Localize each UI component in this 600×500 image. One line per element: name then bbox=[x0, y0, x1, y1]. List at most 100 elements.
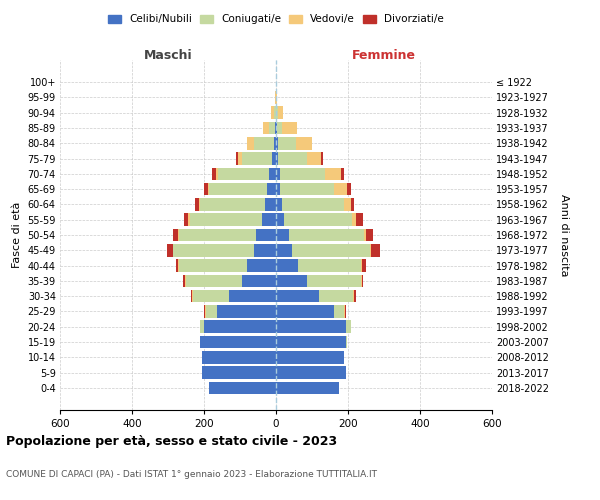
Bar bbox=[296, 137, 312, 149]
Bar bbox=[209, 183, 267, 196]
Bar bbox=[215, 168, 218, 180]
Bar bbox=[280, 168, 325, 180]
Bar bbox=[267, 183, 276, 196]
Bar bbox=[254, 244, 276, 256]
Bar bbox=[274, 137, 276, 149]
Bar bbox=[204, 183, 208, 196]
Bar bbox=[344, 305, 345, 318]
Bar bbox=[199, 198, 200, 210]
Bar bbox=[271, 106, 274, 119]
Bar bbox=[346, 320, 350, 333]
Bar bbox=[173, 228, 178, 241]
Bar bbox=[341, 168, 344, 180]
Bar bbox=[276, 168, 280, 180]
Bar bbox=[262, 214, 276, 226]
Bar bbox=[275, 122, 276, 134]
Bar bbox=[276, 336, 346, 348]
Bar bbox=[276, 137, 278, 149]
Bar bbox=[289, 228, 364, 241]
Bar bbox=[272, 152, 276, 165]
Bar bbox=[334, 305, 344, 318]
Bar bbox=[247, 137, 254, 149]
Bar bbox=[276, 290, 319, 302]
Bar bbox=[276, 198, 283, 210]
Bar bbox=[366, 228, 373, 241]
Bar bbox=[254, 137, 274, 149]
Bar bbox=[176, 260, 178, 272]
Bar bbox=[321, 152, 323, 165]
Bar bbox=[202, 366, 276, 379]
Bar bbox=[212, 168, 215, 180]
Bar bbox=[184, 274, 185, 287]
Bar bbox=[276, 214, 284, 226]
Bar bbox=[307, 152, 321, 165]
Bar bbox=[276, 382, 339, 394]
Bar bbox=[179, 228, 256, 241]
Bar bbox=[325, 168, 341, 180]
Legend: Celibi/Nubili, Coniugati/e, Vedovi/e, Divorziati/e: Celibi/Nubili, Coniugati/e, Vedovi/e, Di… bbox=[104, 10, 448, 29]
Bar bbox=[265, 198, 276, 210]
Bar bbox=[276, 183, 280, 196]
Bar bbox=[184, 214, 188, 226]
Y-axis label: Fasce di età: Fasce di età bbox=[12, 202, 22, 268]
Bar bbox=[344, 198, 351, 210]
Bar bbox=[352, 214, 356, 226]
Y-axis label: Anni di nascita: Anni di nascita bbox=[559, 194, 569, 276]
Bar bbox=[276, 320, 346, 333]
Bar bbox=[276, 244, 292, 256]
Bar bbox=[218, 168, 269, 180]
Bar bbox=[179, 260, 247, 272]
Bar bbox=[370, 244, 371, 256]
Bar bbox=[173, 244, 254, 256]
Bar bbox=[178, 228, 179, 241]
Bar bbox=[298, 260, 361, 272]
Bar bbox=[206, 305, 217, 318]
Bar bbox=[200, 336, 276, 348]
Bar bbox=[351, 198, 355, 210]
Bar bbox=[205, 305, 206, 318]
Bar bbox=[275, 91, 276, 104]
Bar bbox=[191, 290, 193, 302]
Bar bbox=[209, 382, 276, 394]
Bar bbox=[307, 274, 361, 287]
Bar bbox=[280, 183, 334, 196]
Bar bbox=[276, 91, 277, 104]
Bar bbox=[334, 183, 347, 196]
Bar bbox=[190, 214, 262, 226]
Bar bbox=[200, 198, 265, 210]
Bar bbox=[167, 244, 173, 256]
Bar bbox=[278, 152, 307, 165]
Bar bbox=[178, 260, 179, 272]
Bar bbox=[350, 320, 351, 333]
Bar bbox=[204, 320, 276, 333]
Bar bbox=[186, 274, 242, 287]
Bar bbox=[208, 183, 209, 196]
Bar bbox=[188, 214, 190, 226]
Bar bbox=[276, 366, 346, 379]
Bar bbox=[276, 106, 278, 119]
Bar bbox=[238, 152, 242, 165]
Bar bbox=[256, 228, 276, 241]
Bar bbox=[269, 122, 275, 134]
Bar bbox=[345, 305, 346, 318]
Bar bbox=[347, 183, 350, 196]
Bar bbox=[263, 122, 269, 134]
Bar bbox=[242, 274, 276, 287]
Bar bbox=[278, 106, 283, 119]
Bar bbox=[217, 305, 276, 318]
Bar bbox=[362, 260, 366, 272]
Bar bbox=[242, 152, 272, 165]
Bar bbox=[283, 198, 344, 210]
Bar bbox=[193, 290, 229, 302]
Bar bbox=[204, 305, 205, 318]
Bar bbox=[229, 290, 276, 302]
Text: Maschi: Maschi bbox=[143, 50, 193, 62]
Bar bbox=[202, 351, 276, 364]
Bar bbox=[371, 244, 380, 256]
Bar bbox=[276, 152, 278, 165]
Bar bbox=[276, 122, 277, 134]
Bar bbox=[276, 228, 289, 241]
Bar bbox=[247, 260, 276, 272]
Bar bbox=[361, 260, 362, 272]
Bar bbox=[364, 228, 366, 241]
